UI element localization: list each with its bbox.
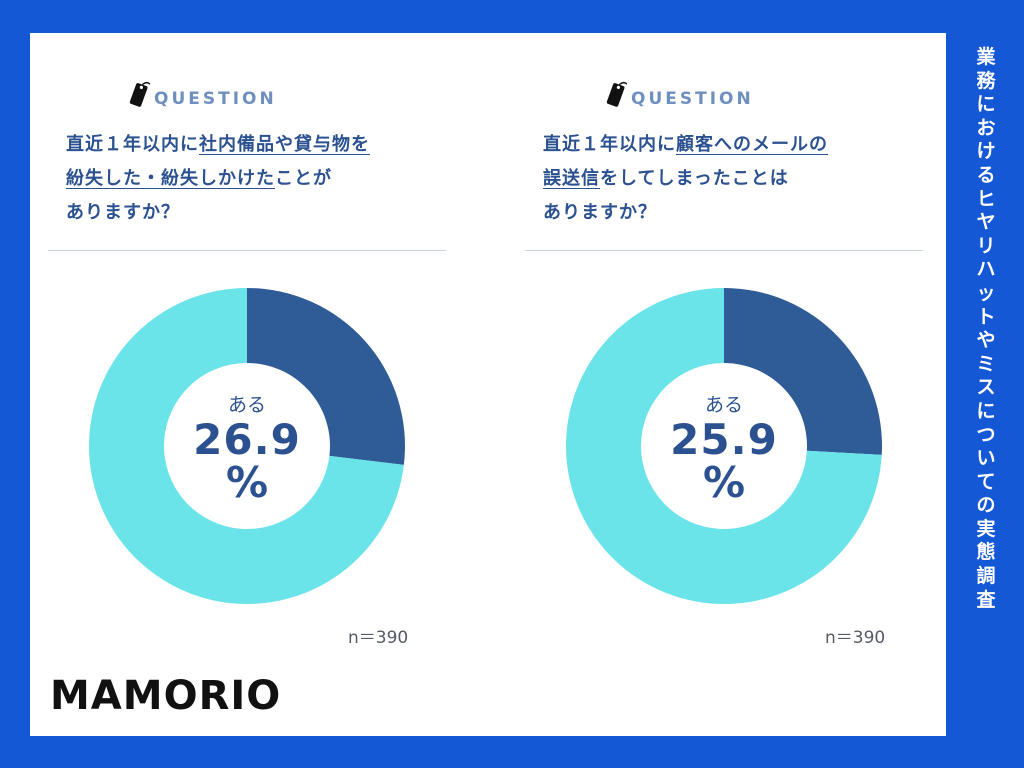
side-title-char: ミ (976, 352, 996, 375)
side-title: 業務におけるヒヤリハットやミスについての実態調査 (960, 46, 1012, 726)
side-title-char: 実 (976, 517, 996, 540)
side-title-char: け (976, 140, 996, 163)
tag-icon (129, 81, 150, 107)
donut-chart-2 (566, 288, 882, 604)
question-header: QUESTION (128, 78, 277, 110)
side-title-char: ト (976, 305, 996, 328)
main-panel: QUESTION 直近１年以内に社内備品や貸与物を 紛失した・紛失しかけたことがあ… (30, 33, 946, 736)
side-title-char: つ (976, 423, 996, 446)
sample-size: n＝390 (348, 628, 409, 648)
side-title-char: い (976, 447, 996, 470)
divider (48, 250, 446, 251)
side-title-char: ッ (976, 281, 996, 304)
sample-size: n＝390 (825, 628, 886, 648)
side-title-char: に (976, 93, 996, 116)
side-title-char: 業 (976, 46, 996, 68)
donut-slice-yes (247, 288, 406, 465)
question-text-part: 直近１年以内に (66, 134, 199, 155)
side-title-char: に (976, 399, 996, 422)
side-title-char: 態 (976, 541, 996, 564)
side-title-char: る (976, 163, 996, 186)
question-text-emphasis: 誤送信 (543, 168, 600, 189)
question-text-part: 直近１年以内に (543, 134, 676, 155)
donut-center-1: ある 26.9 % (157, 393, 337, 507)
question-block-1: QUESTION 直近１年以内に社内備品や貸与物を紛失した・紛失しかけたことがあ… (48, 33, 448, 733)
question-text-part: ありますか？ (66, 202, 180, 223)
question-text: 直近１年以内に顧客へのメールの誤送信をしてしまったことはありますか？ (543, 128, 943, 230)
question-text-part: をしてしまったことは (600, 168, 789, 189)
side-title-char: 調 (976, 565, 996, 588)
donut-slice-no (566, 288, 882, 604)
question-text-emphasis: 紛失した・紛失しかけた (66, 168, 275, 189)
question-block-2: QUESTION 直近１年以内に顧客へのメールの誤送信をしてしまったことはありま… (525, 33, 925, 733)
side-title-char: ス (976, 376, 996, 399)
center-category: ある (704, 394, 743, 416)
question-text-part: ことが (275, 168, 332, 189)
question-label: QUESTION (154, 89, 277, 109)
donut-chart-1 (88, 288, 406, 604)
side-title-char: て (976, 470, 996, 493)
question-label: QUESTION (631, 89, 754, 109)
tag-icon (606, 81, 627, 107)
side-title-char: 務 (976, 69, 996, 92)
side-title-char: ヤ (976, 211, 996, 234)
donut-center-2: ある 25.9 % (634, 393, 814, 507)
donut-slice-no (88, 288, 404, 604)
side-title-char: リ (976, 234, 996, 257)
question-text-part: ありますか？ (543, 202, 657, 223)
center-category: ある (227, 394, 266, 416)
side-title-char: や (976, 329, 996, 352)
divider (525, 250, 923, 251)
center-value: 25.9 (670, 415, 778, 464)
question-text: 直近１年以内に社内備品や貸与物を紛失した・紛失しかけたことがありますか？ (66, 128, 466, 230)
center-value: 26.9 (193, 415, 301, 464)
mamorio-logo: MAMORIO (50, 673, 282, 719)
center-unit: % (225, 458, 269, 507)
side-title-char: の (976, 494, 996, 517)
question-text-emphasis: 顧客へのメールの (676, 134, 828, 155)
side-title-char: 査 (976, 588, 996, 611)
question-header: QUESTION (605, 78, 754, 110)
center-unit: % (702, 458, 746, 507)
side-title-char: ハ (976, 258, 996, 281)
side-title-char: お (976, 116, 996, 139)
question-text-emphasis: 社内備品や貸与物を (199, 134, 370, 155)
side-title-char: ヒ (976, 187, 996, 210)
donut-slice-yes (724, 288, 882, 455)
